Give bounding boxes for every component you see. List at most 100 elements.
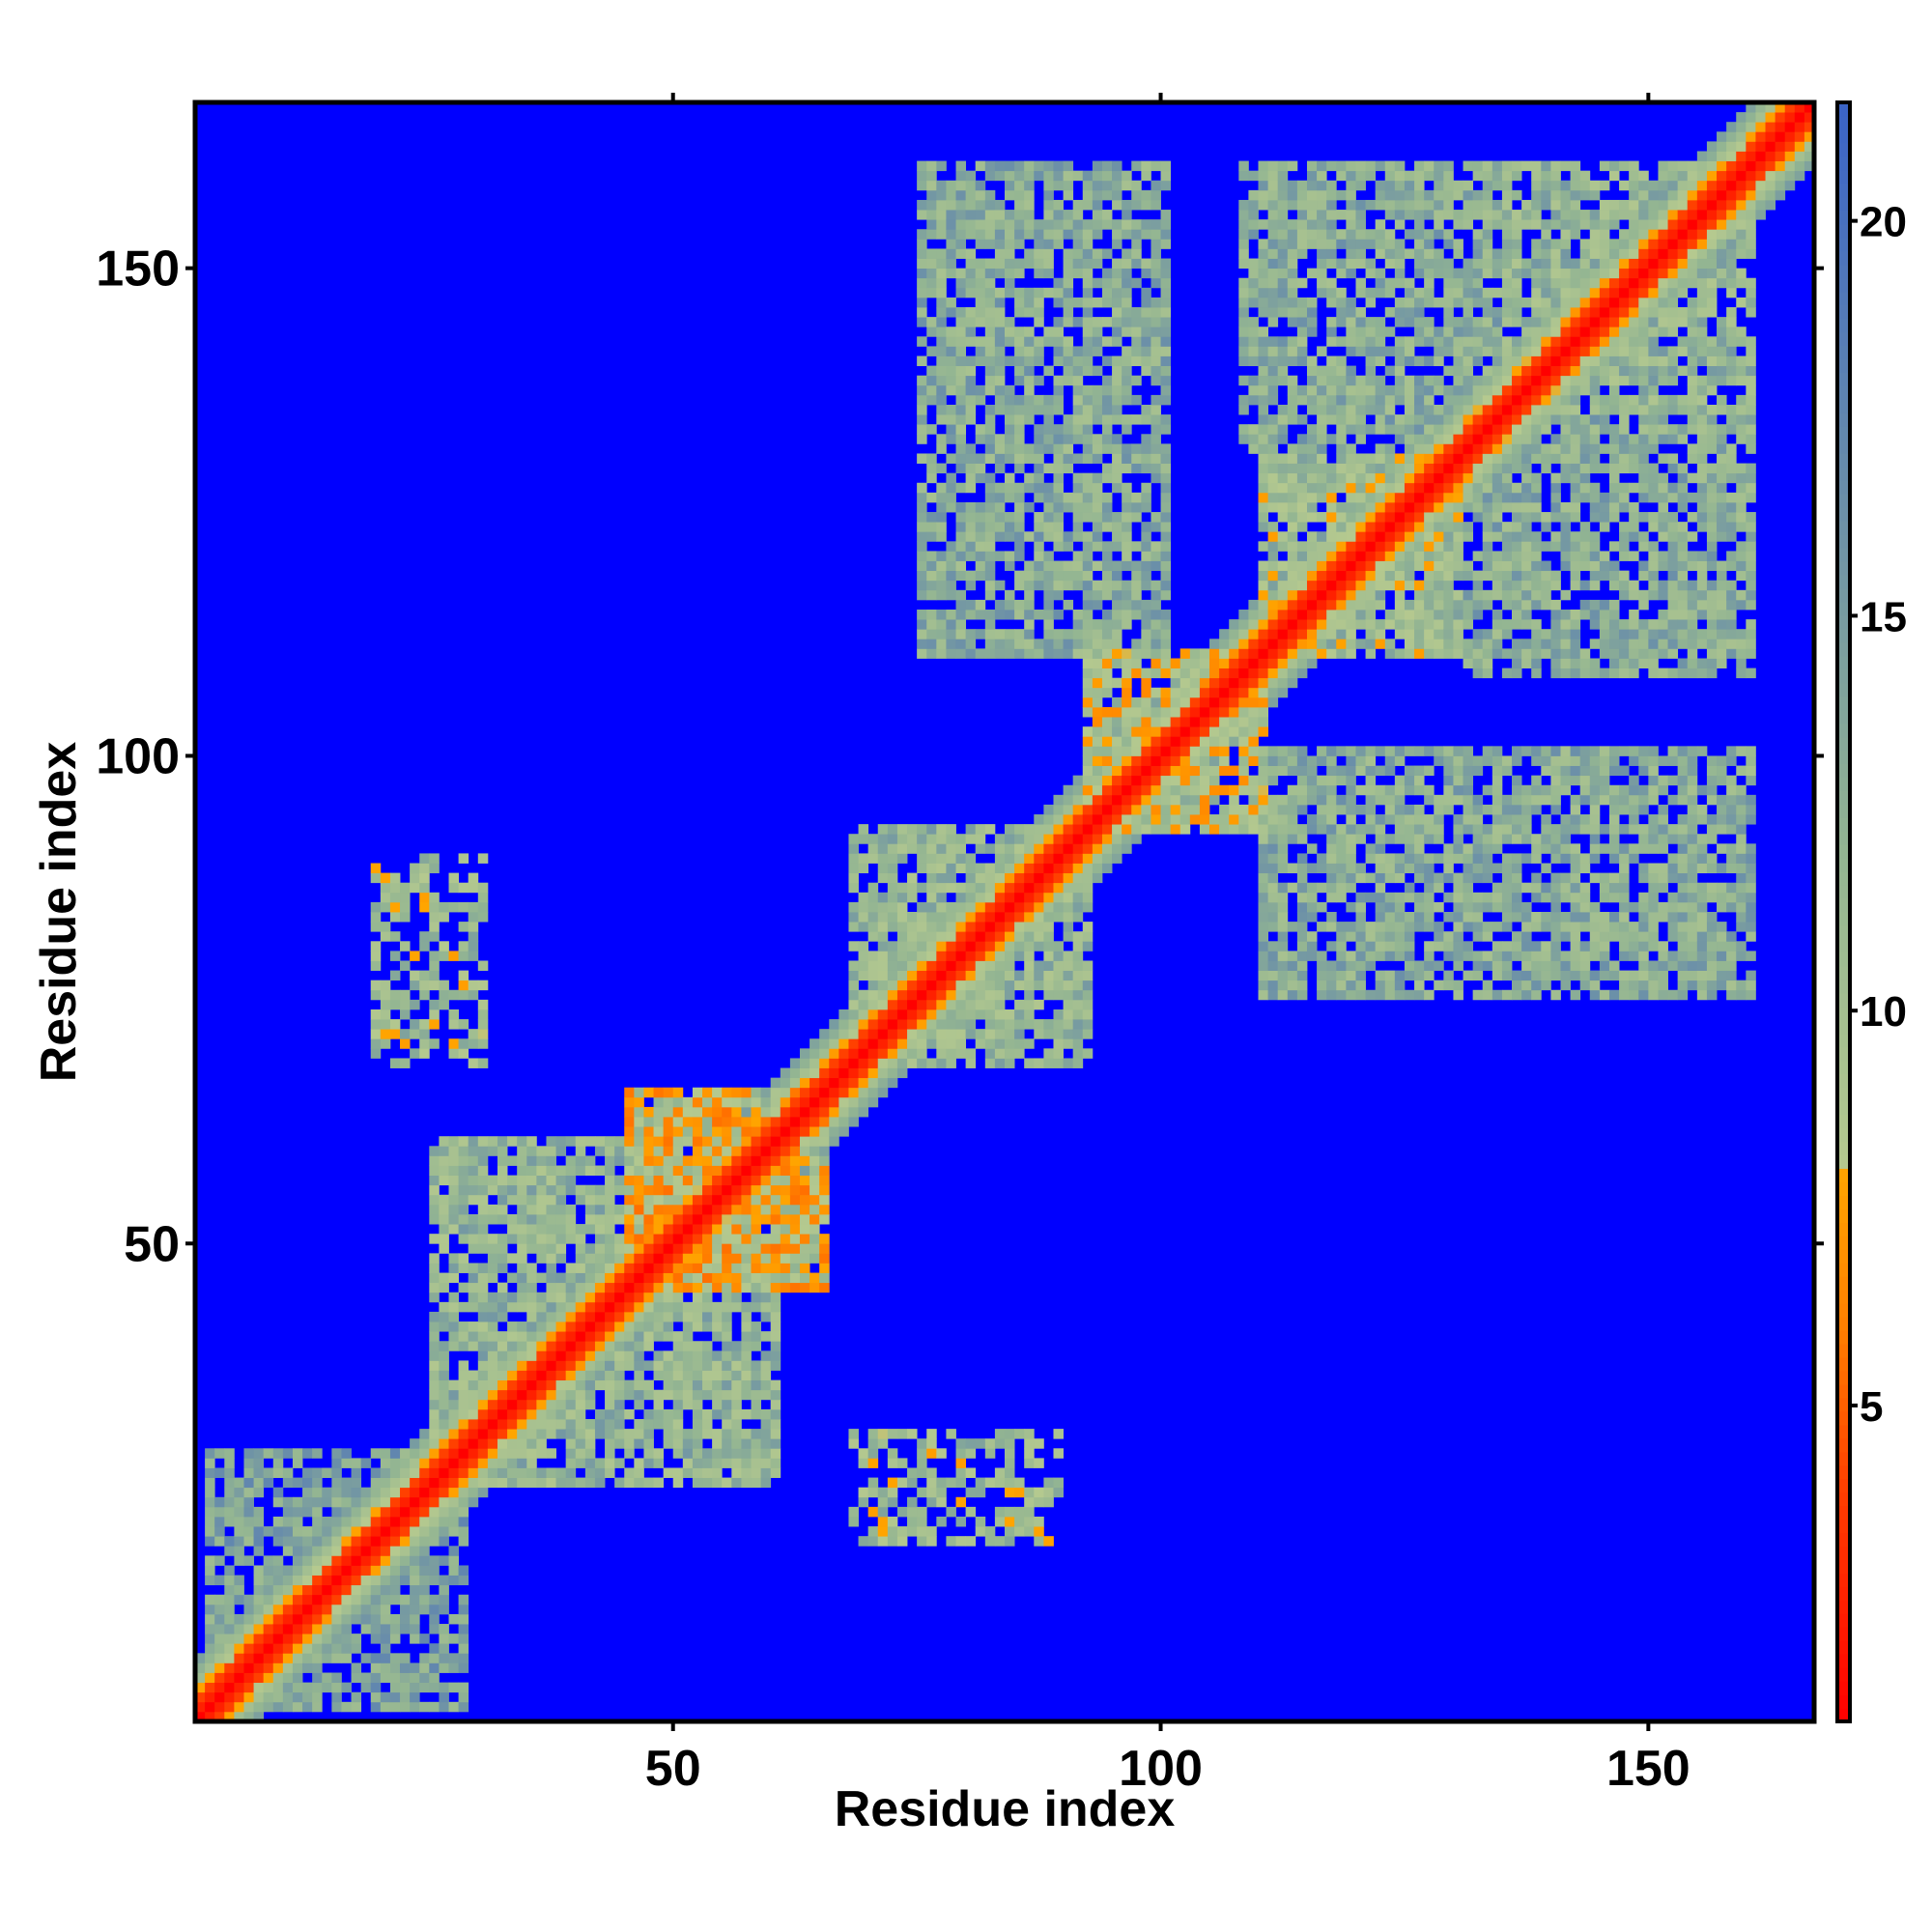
heatmap-cell [468,1194,479,1206]
heatmap-cell [517,1370,527,1381]
heatmap-cell [1170,696,1181,708]
heatmap-cell [682,1165,694,1177]
heatmap-cell [780,1067,791,1079]
heatmap-cell [1122,287,1132,298]
heatmap-cell [634,1253,644,1264]
heatmap-cell [575,1350,586,1361]
heatmap-cell [1005,277,1015,289]
heatmap-cell [400,1058,411,1068]
heatmap-cell [955,287,967,298]
heatmap-cell [1287,824,1298,835]
heatmap-cell [1346,901,1356,913]
heatmap-cell [1053,355,1064,367]
heatmap-cell [917,931,927,942]
heatmap-cell [975,453,986,464]
heatmap-cell [322,1565,332,1576]
heatmap-cell [605,1155,615,1166]
heatmap-cell [799,1253,810,1264]
heatmap-cell [1005,912,1015,923]
heatmap-cell [896,912,908,923]
heatmap-cell [907,824,918,835]
heatmap-cell [1082,551,1094,561]
heatmap-cell [1267,970,1279,981]
heatmap-cell [536,1301,547,1313]
heatmap-cell [682,1184,694,1196]
heatmap-cell [1024,931,1035,942]
heatmap-cell [1258,814,1269,825]
heatmap-cell [1306,239,1318,249]
heatmap-cell [370,1477,382,1489]
heatmap-cell [517,1408,527,1420]
heatmap-cell [243,1691,254,1703]
heatmap-cell [1267,277,1279,289]
heatmap-cell [829,1117,839,1127]
heatmap-cell [926,1477,937,1489]
heatmap-cell [1258,755,1269,766]
heatmap-cell [1112,541,1122,552]
heatmap-cell [1024,989,1035,1001]
heatmap-cell [1151,199,1161,211]
heatmap-cell [1141,570,1151,582]
heatmap-cell [1024,336,1035,347]
heatmap-cell [1296,355,1308,367]
heatmap-cell [536,1272,547,1284]
heatmap-cell [946,639,956,649]
heatmap-cell [682,1194,694,1206]
heatmap-cell [984,365,996,377]
heatmap-cell [1082,589,1094,601]
heatmap-cell [1326,365,1337,377]
heatmap-cell [984,531,996,542]
heatmap-cell [214,1448,225,1459]
heatmap-cell [263,1624,274,1634]
heatmap-cell [936,229,947,240]
heatmap-cell [1043,522,1054,532]
heatmap-cell [1229,717,1239,727]
heatmap-cell [896,1536,908,1547]
heatmap-cell [584,1370,596,1381]
heatmap-cell [429,1682,440,1693]
heatmap-cell [682,1399,694,1410]
heatmap-cell [955,853,967,864]
heatmap-cell [692,1096,703,1108]
heatmap-cell [731,1136,742,1147]
heatmap-cell [741,1429,752,1439]
heatmap-cell [477,1204,489,1215]
heatmap-cell [272,1565,284,1576]
heatmap-cell [302,1682,313,1693]
heatmap-cell [575,1292,586,1303]
heatmap-cell [955,355,967,367]
heatmap-cell [1160,414,1172,425]
heatmap-cell [712,1408,723,1420]
heatmap-cell [1336,404,1347,415]
heatmap-cell [672,1126,684,1137]
heatmap-cell [965,639,977,649]
heatmap-cell [1326,522,1337,532]
heatmap-cell [419,901,430,913]
heatmap-cell [370,1575,382,1586]
heatmap-cell [614,1204,625,1215]
heatmap-cell [234,1701,244,1713]
heatmap-cell [731,1272,742,1284]
heatmap-cell [1043,960,1054,971]
heatmap-cell [575,1184,586,1196]
heatmap-cell [653,1096,665,1108]
heatmap-cell [907,1467,918,1478]
heatmap-cell [692,1117,703,1127]
heatmap-cell [1101,639,1113,649]
heatmap-cell [672,1408,684,1420]
heatmap-cell [1199,696,1210,708]
heatmap-cell [877,1019,889,1030]
heatmap-cell [1151,794,1161,806]
heatmap-cell [917,1038,927,1049]
heatmap-cell [984,229,996,240]
heatmap-cell [565,1429,577,1439]
heatmap-cell [917,629,927,639]
heatmap-cell [692,1272,703,1284]
heatmap-cell [1072,834,1084,844]
heatmap-cell [984,258,996,270]
heatmap-cell [487,1311,498,1322]
heatmap-cell [936,287,947,298]
heatmap-cell [799,1213,810,1225]
heatmap-cell [370,1496,382,1508]
heatmap-cell [565,1467,577,1478]
